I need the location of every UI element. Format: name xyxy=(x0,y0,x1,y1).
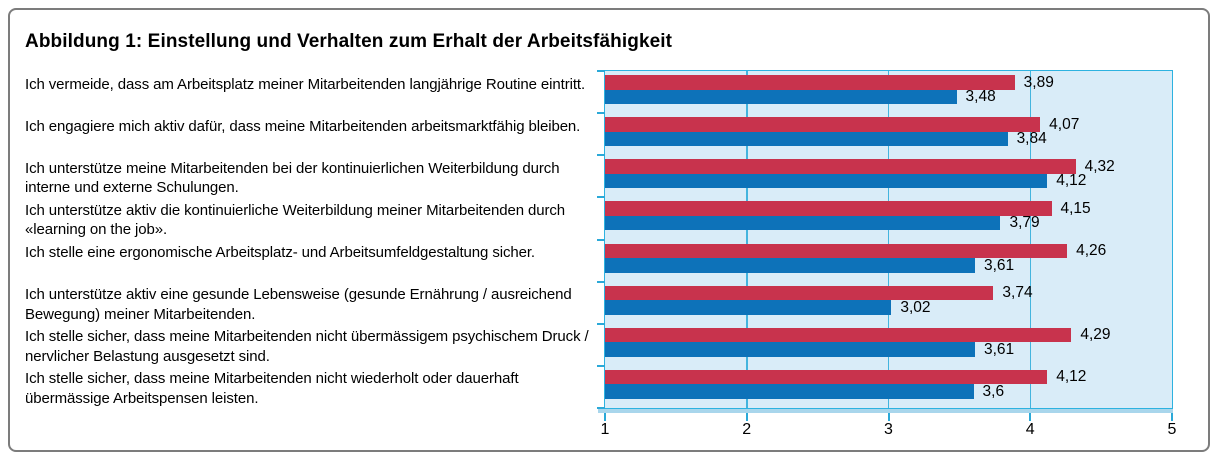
value-label: 3,61 xyxy=(983,340,1015,358)
value-label: 3,89 xyxy=(1023,73,1054,91)
x-tick-label: 4 xyxy=(1025,421,1035,438)
value-label: 3,48 xyxy=(965,88,996,105)
value-label: 4,15 xyxy=(1060,199,1091,217)
value-label: 4,12 xyxy=(1056,368,1087,386)
category-label: Ich stelle sicher, dass meine Mitarbeite… xyxy=(25,370,519,407)
figure-title: Abbildung 1: Einstellung und Verhalten z… xyxy=(25,31,673,52)
bar-blue xyxy=(605,173,1048,189)
category-tick xyxy=(597,280,605,283)
value-label: 3,74 xyxy=(1002,284,1033,302)
bar-blue xyxy=(605,384,974,399)
value-label: 4,12 xyxy=(1056,172,1087,190)
category-tick xyxy=(597,70,605,72)
category-tick xyxy=(597,322,605,325)
x-axis-tick xyxy=(887,413,890,421)
x-axis-tick xyxy=(1171,413,1173,421)
bar-red xyxy=(605,369,1048,385)
value-label: 3,02 xyxy=(900,298,931,316)
bar-blue xyxy=(605,258,975,273)
x-tick-label: 5 xyxy=(1167,421,1177,438)
value-label: 4,32 xyxy=(1084,157,1115,175)
category-label: Ich stelle sicher, dass meine Mitarbeite… xyxy=(25,328,589,365)
category-label: Ich vermeide, dass am Arbeitsplatz meine… xyxy=(25,75,586,93)
category-label: Ich unterstütze aktiv eine gesunde Leben… xyxy=(25,286,572,323)
x-axis-line xyxy=(598,408,1173,413)
category-label: Ich unterstütze aktiv die kontinuierlich… xyxy=(25,201,566,239)
bar-red xyxy=(605,243,1068,258)
category-tick xyxy=(597,364,605,367)
bar-red xyxy=(605,117,1041,132)
bar-red xyxy=(605,285,994,301)
value-label: 3,61 xyxy=(983,256,1015,274)
gridline xyxy=(887,71,890,408)
category-tick xyxy=(597,154,605,157)
bar-red xyxy=(605,75,1015,90)
category-label: Ich stelle eine ergonomische Arbeitsplat… xyxy=(25,244,535,261)
x-tick-label: 2 xyxy=(742,421,752,438)
category-tick xyxy=(597,112,605,115)
bar-blue xyxy=(605,342,975,357)
bar-red xyxy=(605,159,1076,174)
bar-red xyxy=(605,201,1052,216)
value-label: 3,79 xyxy=(1009,214,1040,232)
bar-blue xyxy=(605,215,1001,231)
bar-blue xyxy=(605,131,1008,147)
bar-red xyxy=(605,327,1072,343)
bar-blue xyxy=(605,89,957,104)
gridline xyxy=(746,71,748,408)
x-axis-tick xyxy=(745,413,748,421)
x-axis-tick xyxy=(604,413,606,421)
bar-blue xyxy=(605,300,892,315)
value-label: 4,07 xyxy=(1049,115,1080,133)
x-axis-tick xyxy=(1029,413,1032,421)
category-label: Ich unterstütze meine Mitarbeitenden bei… xyxy=(25,159,560,197)
category-label: Ich engagiere mich aktiv dafür, dass mei… xyxy=(25,117,581,135)
gridline xyxy=(1029,71,1031,408)
category-tick xyxy=(597,407,605,409)
value-label: 4,29 xyxy=(1080,326,1111,344)
value-label: 3,6 xyxy=(982,382,1005,400)
value-label: 4,26 xyxy=(1076,242,1107,259)
value-label: 3,84 xyxy=(1016,130,1047,148)
category-tick xyxy=(597,196,605,199)
x-tick-label: 1 xyxy=(600,421,610,438)
x-tick-label: 3 xyxy=(884,421,893,438)
category-tick xyxy=(597,238,605,241)
